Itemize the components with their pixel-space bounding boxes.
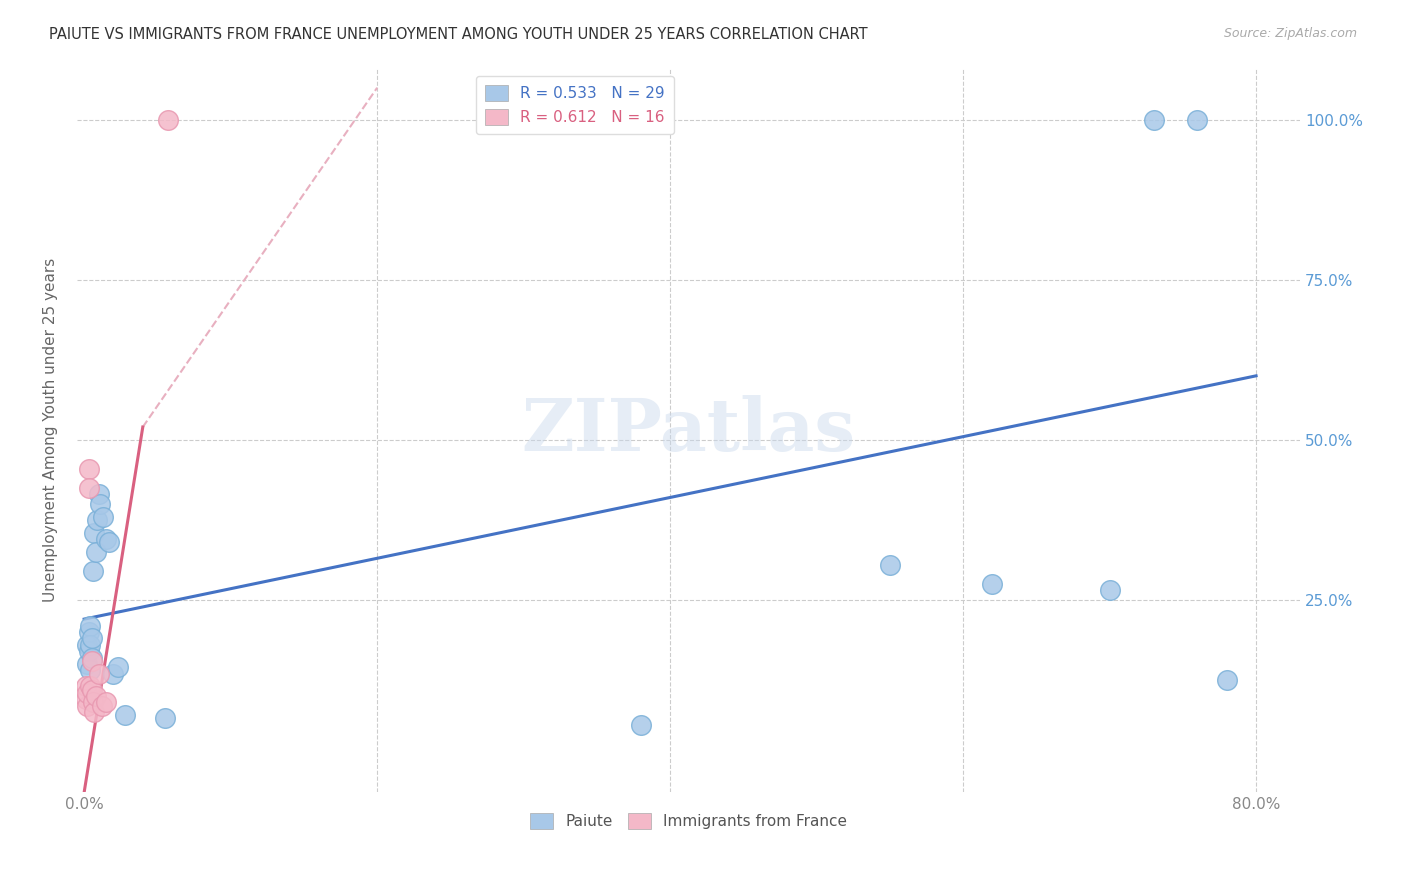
Point: [90, 698, 112, 713]
Point: [156, 112, 179, 127]
Point: [84, 689, 107, 703]
Text: PAIUTE VS IMMIGRANTS FROM FRANCE UNEMPLOYMENT AMONG YOUTH UNDER 25 YEARS CORRELA: PAIUTE VS IMMIGRANTS FROM FRANCE UNEMPLO…: [49, 27, 868, 42]
Point: [630, 717, 652, 731]
Point: [76, 657, 98, 671]
Legend: Paiute, Immigrants from France: Paiute, Immigrants from France: [524, 806, 853, 835]
Point: [1187, 112, 1209, 127]
Text: ZIPatlas: ZIPatlas: [522, 395, 855, 466]
Point: [76, 698, 98, 713]
Point: [80, 650, 103, 665]
Point: [82, 564, 104, 578]
Point: [1142, 112, 1164, 127]
Point: [83, 525, 105, 540]
Point: [98, 535, 121, 549]
Point: [89, 497, 111, 511]
Point: [96, 532, 118, 546]
Point: [77, 481, 100, 495]
Point: [80, 632, 103, 646]
Text: Source: ZipAtlas.com: Source: ZipAtlas.com: [1223, 27, 1357, 40]
Point: [84, 545, 107, 559]
Point: [80, 654, 103, 668]
Point: [87, 666, 110, 681]
Point: [96, 695, 118, 709]
Point: [83, 705, 105, 719]
Point: [79, 679, 101, 693]
Point: [879, 558, 901, 572]
Point: [75, 679, 97, 693]
Point: [79, 618, 101, 632]
Point: [153, 711, 176, 725]
Point: [1216, 673, 1239, 687]
Point: [981, 577, 1004, 591]
Point: [91, 509, 114, 524]
Point: [75, 692, 97, 706]
Point: [79, 663, 101, 677]
Point: [86, 513, 108, 527]
Point: [87, 487, 110, 501]
Y-axis label: Unemployment Among Youth under 25 years: Unemployment Among Youth under 25 years: [44, 258, 58, 602]
Point: [114, 708, 136, 723]
Point: [107, 660, 129, 674]
Point: [80, 682, 103, 697]
Point: [77, 624, 100, 639]
Point: [103, 666, 125, 681]
Point: [82, 695, 104, 709]
Point: [77, 461, 100, 475]
Point: [79, 638, 101, 652]
Point: [77, 644, 100, 658]
Point: [76, 638, 98, 652]
Point: [76, 686, 98, 700]
Point: [1098, 583, 1121, 598]
